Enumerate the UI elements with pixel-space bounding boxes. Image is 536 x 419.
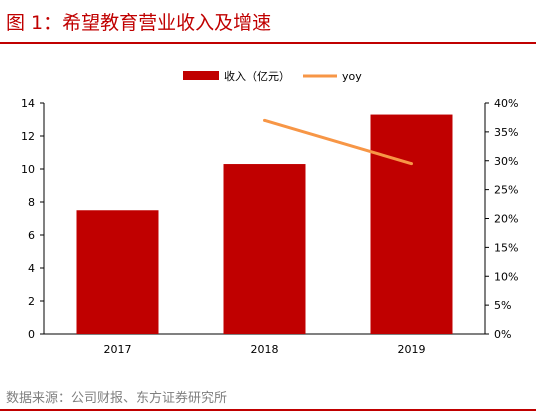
legend-label-line: yoy	[342, 70, 362, 83]
bottom-divider	[0, 409, 536, 411]
legend-swatch-bar	[183, 71, 219, 80]
y-tick-label-right: 5%	[494, 299, 511, 312]
yoy-point	[410, 162, 413, 166]
y-tick-label-right: 20%	[494, 213, 518, 226]
title-divider	[0, 42, 536, 44]
y-tick-label-left: 14	[21, 97, 35, 110]
y-tick-label-left: 10	[21, 163, 35, 176]
y-tick-label-right: 25%	[494, 184, 518, 197]
legend-label-bar: 收入（亿元）	[224, 69, 290, 83]
y-tick-label-left: 12	[21, 130, 35, 143]
y-tick-label-right: 40%	[494, 97, 518, 110]
y-tick-label-right: 15%	[494, 241, 518, 254]
y-tick-label-left: 0	[28, 328, 35, 341]
yoy-line	[264, 118, 412, 166]
source-note: 数据来源：公司财报、东方证券研究所	[6, 391, 228, 406]
bar	[76, 210, 159, 334]
y-tick-label-right: 10%	[494, 270, 518, 283]
chart-title: 图 1：希望教育营业收入及增速	[6, 12, 272, 34]
yoy-point	[263, 118, 266, 122]
bar	[370, 114, 453, 334]
bar	[223, 164, 306, 334]
x-tick-label: 2018	[251, 343, 279, 356]
y-tick-label-left: 6	[28, 229, 35, 242]
y-tick-label-right: 30%	[494, 155, 518, 168]
x-tick-label: 2019	[398, 343, 426, 356]
y-tick-label-left: 4	[28, 262, 35, 275]
y-tick-label-left: 8	[28, 196, 35, 209]
x-tick-label: 2017	[104, 343, 132, 356]
y-tick-label-left: 2	[28, 295, 35, 308]
y-tick-label-right: 0%	[494, 328, 511, 341]
y-tick-label-right: 35%	[494, 126, 518, 139]
